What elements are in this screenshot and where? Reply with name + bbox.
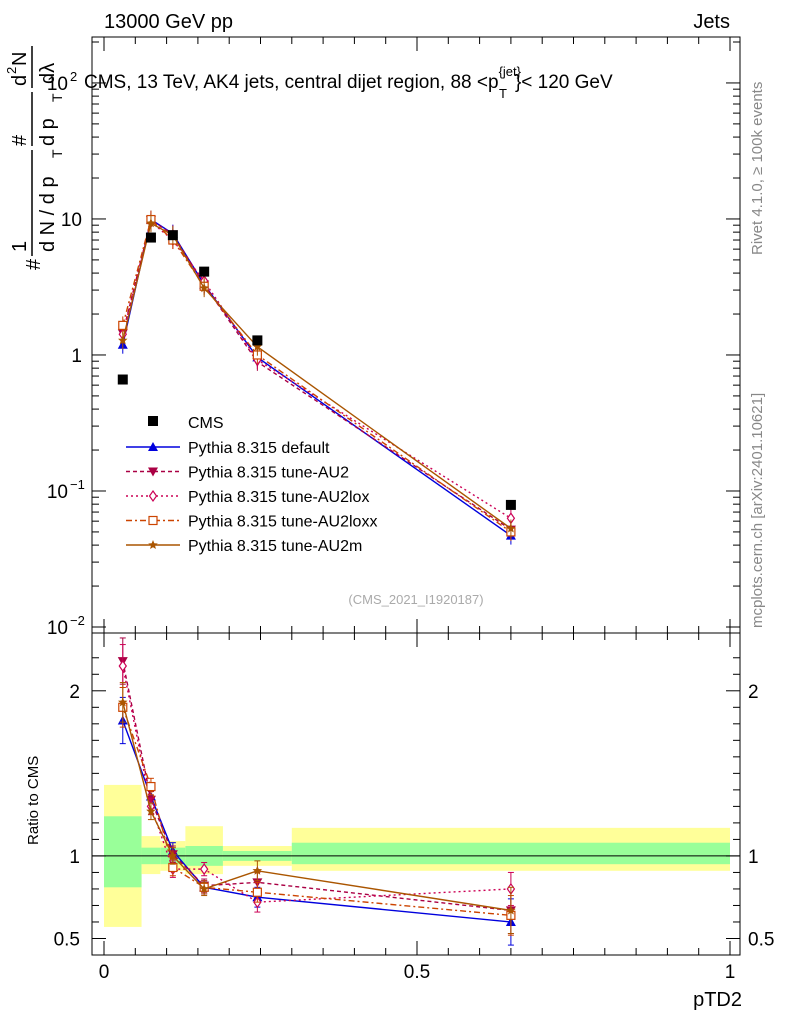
legend-marker-4 [148,540,158,549]
series-3-ratio-marker [168,862,178,873]
series-4-main-marker [252,341,263,351]
chart-title-superscript: {jet} [499,64,522,79]
x-axis-label: pTD2 [693,989,742,1011]
legend-entry-2: Pythia 8.315 tune-AU2lox [126,489,369,506]
side-source-label: mcplots.cern.ch [arXiv:2401.10621] [749,393,766,628]
chart-title-subscript: T [499,86,507,101]
legend-marker-cms [148,416,158,426]
chart-title-tail: }< 120 GeV [515,72,613,93]
ratio-series-group [117,637,516,946]
series-4-ratio-marker [506,905,516,915]
cms-data-point [199,266,210,277]
legend-entry-cms: CMS [148,415,224,432]
ratio-band-inner-0 [104,816,142,888]
y-tick-label-main: 10 [47,74,68,95]
analysis-id-label: (CMS_2021_I1920187) [348,592,483,607]
ylabel-d: d [9,75,31,86]
ylabel-dN-dpT: d N / d p [37,176,59,252]
chart-title: CMS, 13 TeV, AK4 jets, central dijet reg… [84,64,613,101]
series-1-main-line [122,219,512,531]
legend-label-0: Pythia 8.315 default [188,440,330,457]
y-tick-label-main: 1 [71,346,82,367]
legend-entry-1: Pythia 8.315 tune-AU2 [126,465,349,482]
ratio-y-axis-label: Ratio to CMS [25,756,42,845]
legend-marker-3 [148,515,158,526]
cms-data-point [252,335,263,346]
cms-data-point [117,374,128,385]
ratio-band-inner-5 [291,842,730,865]
ylabel-dpT: d p [37,118,59,146]
series-4-ratio-marker [168,850,178,860]
legend-entry-4: Pythia 8.315 tune-AU2m [126,538,362,555]
ylabel-T-2: T [49,93,65,102]
side-version-label: Rivet 4.1.0, ≥ 100k events [749,82,766,255]
series-3-ratio-line [122,707,511,917]
series-4-ratio-marker [252,865,263,875]
legend-marker-2 [148,489,158,503]
y-tick-label-main: 10 [47,482,68,503]
y-tick-label-main: 10 [47,618,68,639]
legend-label-2: Pythia 8.315 tune-AU2lox [188,489,369,506]
cms-data-point [167,230,178,241]
legend-marker-0 [148,442,158,451]
y-tick-label-ratio: 0.5 [54,929,80,950]
series-4-main-marker [199,283,209,293]
legend-label-cms: CMS [188,415,224,432]
cms-data-point [145,232,156,243]
series-2-ratio-marker [118,659,128,673]
y-tick-label-ratio-right: 0.5 [748,929,774,950]
main-y-axis-label: # 1 d N / d p T # d p T d 2 N dλ [4,46,65,270]
ratio-plot-frame [91,632,741,956]
legend-label-4: Pythia 8.315 tune-AU2m [188,538,362,555]
ylabel-N: N [9,52,31,66]
y-tick-label-ratio: 1 [69,847,80,868]
cms-data-points [117,230,516,510]
header-process: 13000 GeV pp [104,11,233,33]
header-category: Jets [693,11,730,33]
x-tick-label: 1 [725,962,736,983]
ylabel-dlambda: dλ [37,63,59,84]
y-tick-label-ratio-right: 2 [748,682,759,703]
legend-label-3: Pythia 8.315 tune-AU2loxx [188,514,377,531]
legend: CMS Pythia 8.315 default Pythia 8.315 tun… [126,415,377,555]
ylabel-one: 1 [9,241,31,252]
ylabel-hash-2: # [9,134,31,146]
y-tick-exponent-main: −1 [70,477,85,492]
series-3-ratio-marker [252,887,262,897]
series-4-main-line [122,222,512,530]
series-4-ratio-marker [146,806,156,816]
legend-entry-3: Pythia 8.315 tune-AU2loxx [126,514,377,531]
y-tick-label-ratio-right: 1 [748,847,759,868]
series-2-ratio-line [122,665,511,903]
series-2-ratio-marker [199,863,209,876]
series-4-main-marker [146,218,156,228]
y-tick-exponent-main: 2 [70,69,77,84]
ylabel-T: T [49,149,65,158]
legend-entry-0: Pythia 8.315 default [126,440,330,457]
y-tick-exponent-main: −2 [70,613,85,628]
series-4-ratio-marker [118,697,128,707]
chart-title-main: CMS, 13 TeV, AK4 jets, central dijet reg… [84,72,499,93]
cms-data-point [505,499,516,510]
y-tick-label-ratio: 2 [69,682,80,703]
x-tick-label: 0.5 [404,962,430,983]
series-4-ratio-line [122,702,512,912]
series-4-main-marker [506,523,516,533]
ylabel-hash-1: # [23,258,45,270]
series-4-ratio-marker [199,883,209,893]
series-0-ratio-line [122,720,511,923]
legend-marker-1 [148,467,158,477]
series-3-main-line [122,218,512,533]
y-tick-label-main: 10 [61,210,82,231]
series-3-ratio-marker [146,781,156,792]
ylabel-two: 2 [4,67,19,74]
x-tick-label: 0 [99,962,110,983]
series-4-main-marker [118,335,128,345]
legend-label-1: Pythia 8.315 tune-AU2 [188,465,349,482]
